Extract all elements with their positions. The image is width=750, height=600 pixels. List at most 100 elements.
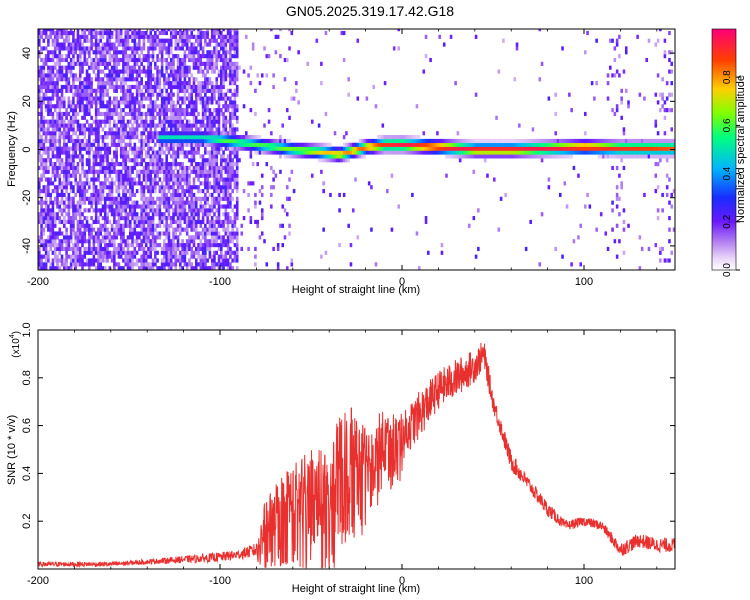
heatmap-cell — [78, 150, 82, 155]
heatmap-cell — [151, 158, 155, 163]
heatmap-cell — [65, 69, 68, 74]
heatmap-cell — [124, 131, 128, 136]
heatmap-cell — [229, 250, 232, 255]
heatmap-cell — [190, 189, 193, 194]
heatmap-cell — [165, 200, 168, 205]
heatmap-cell — [192, 185, 196, 190]
heatmap-cell — [42, 208, 46, 213]
heatmap-cell — [229, 262, 232, 267]
heatmap-cell — [108, 100, 112, 105]
heatmap-cell — [483, 158, 487, 163]
heatmap-cell — [154, 142, 157, 147]
heatmap-cell — [472, 150, 476, 155]
heatmap-cell — [133, 223, 137, 228]
heatmap-cell — [220, 162, 223, 167]
heatmap-cell — [495, 138, 498, 144]
heatmap-cell — [47, 65, 50, 70]
heatmap-cell — [78, 108, 82, 113]
heatmap-cell — [336, 158, 339, 163]
heatmap-cell — [138, 231, 141, 236]
heatmap-cell — [115, 108, 118, 113]
heatmap-cell — [40, 266, 43, 270]
heatmap-cell — [210, 254, 214, 259]
heatmap-cell — [156, 165, 159, 171]
heatmap-cell — [97, 50, 100, 55]
heatmap-cell — [176, 61, 180, 66]
heatmap-cell — [181, 150, 184, 155]
heatmap-cell — [83, 216, 87, 221]
heatmap-cell — [188, 165, 191, 171]
heatmap-cell — [190, 104, 193, 109]
heatmap-cell — [226, 204, 230, 209]
heatmap-cell — [101, 84, 105, 90]
heatmap-cell — [53, 173, 57, 178]
heatmap-cell — [167, 239, 171, 244]
heatmap-cell — [160, 131, 164, 136]
heatmap-cell — [151, 227, 155, 232]
heatmap-cell — [119, 227, 123, 232]
heatmap-cell — [42, 169, 46, 174]
heatmap-cell — [483, 154, 487, 159]
heatmap-cell — [78, 77, 82, 82]
heatmap-cell — [147, 204, 150, 209]
heatmap-cell — [163, 150, 166, 155]
heatmap-cell — [395, 135, 398, 140]
heatmap-cell — [49, 81, 52, 86]
heatmap-cell — [78, 138, 82, 144]
heatmap-cell — [49, 142, 52, 147]
heatmap-cell — [399, 146, 403, 151]
heatmap-cell — [515, 146, 519, 151]
heatmap-cell — [81, 162, 84, 167]
heatmap-cell — [135, 34, 139, 39]
heatmap-cell — [88, 108, 91, 113]
heatmap-cell — [92, 142, 96, 147]
heatmap-cell — [88, 138, 91, 144]
heatmap-cell — [94, 38, 98, 43]
heatmap-cell — [431, 146, 435, 151]
heatmap-cell — [144, 258, 148, 263]
heatmap-cell — [220, 92, 223, 97]
heatmap-cell — [65, 165, 68, 171]
heatmap-cell — [183, 29, 187, 32]
heatmap-cell — [74, 77, 77, 82]
heatmap-cell — [129, 212, 132, 217]
heatmap-cell — [149, 219, 153, 225]
heatmap-cell — [115, 135, 118, 140]
heatmap-cell — [106, 185, 109, 190]
heatmap-cell — [381, 135, 385, 140]
heatmap-cell — [131, 115, 134, 120]
heatmap-cell — [279, 169, 282, 174]
heatmap-cell — [204, 208, 207, 213]
heatmap-cell — [149, 154, 153, 159]
heatmap-cell — [192, 219, 196, 225]
heatmap-cell — [499, 150, 503, 155]
heatmap-cell — [58, 142, 62, 147]
heatmap-cell — [97, 254, 100, 259]
heatmap-cell — [142, 208, 146, 213]
heatmap-cell — [67, 42, 71, 47]
heatmap-cell — [163, 239, 166, 244]
heatmap-cell — [210, 216, 214, 221]
heatmap-cell — [40, 262, 43, 267]
heatmap-cell — [176, 142, 180, 147]
heatmap-cell — [197, 212, 200, 217]
heatmap-cell — [220, 42, 223, 47]
heatmap-cell — [163, 84, 166, 90]
heatmap-cell — [49, 138, 52, 144]
heatmap-cell — [103, 61, 107, 66]
heatmap-cell — [213, 254, 216, 259]
heatmap-cell — [174, 38, 178, 43]
heatmap-cell — [199, 46, 203, 51]
heatmap-cell — [38, 254, 41, 259]
heatmap-cell — [144, 123, 148, 128]
heatmap-cell — [101, 100, 105, 105]
heatmap-cell — [129, 92, 132, 97]
heatmap-cell — [172, 123, 175, 128]
heatmap-cell — [122, 77, 125, 82]
heatmap-cell — [106, 81, 109, 86]
heatmap-cell — [65, 266, 68, 270]
heatmap-cell — [81, 200, 84, 205]
heatmap-cell — [142, 123, 146, 128]
heatmap-cell — [167, 77, 171, 82]
heatmap-cell — [183, 96, 187, 101]
